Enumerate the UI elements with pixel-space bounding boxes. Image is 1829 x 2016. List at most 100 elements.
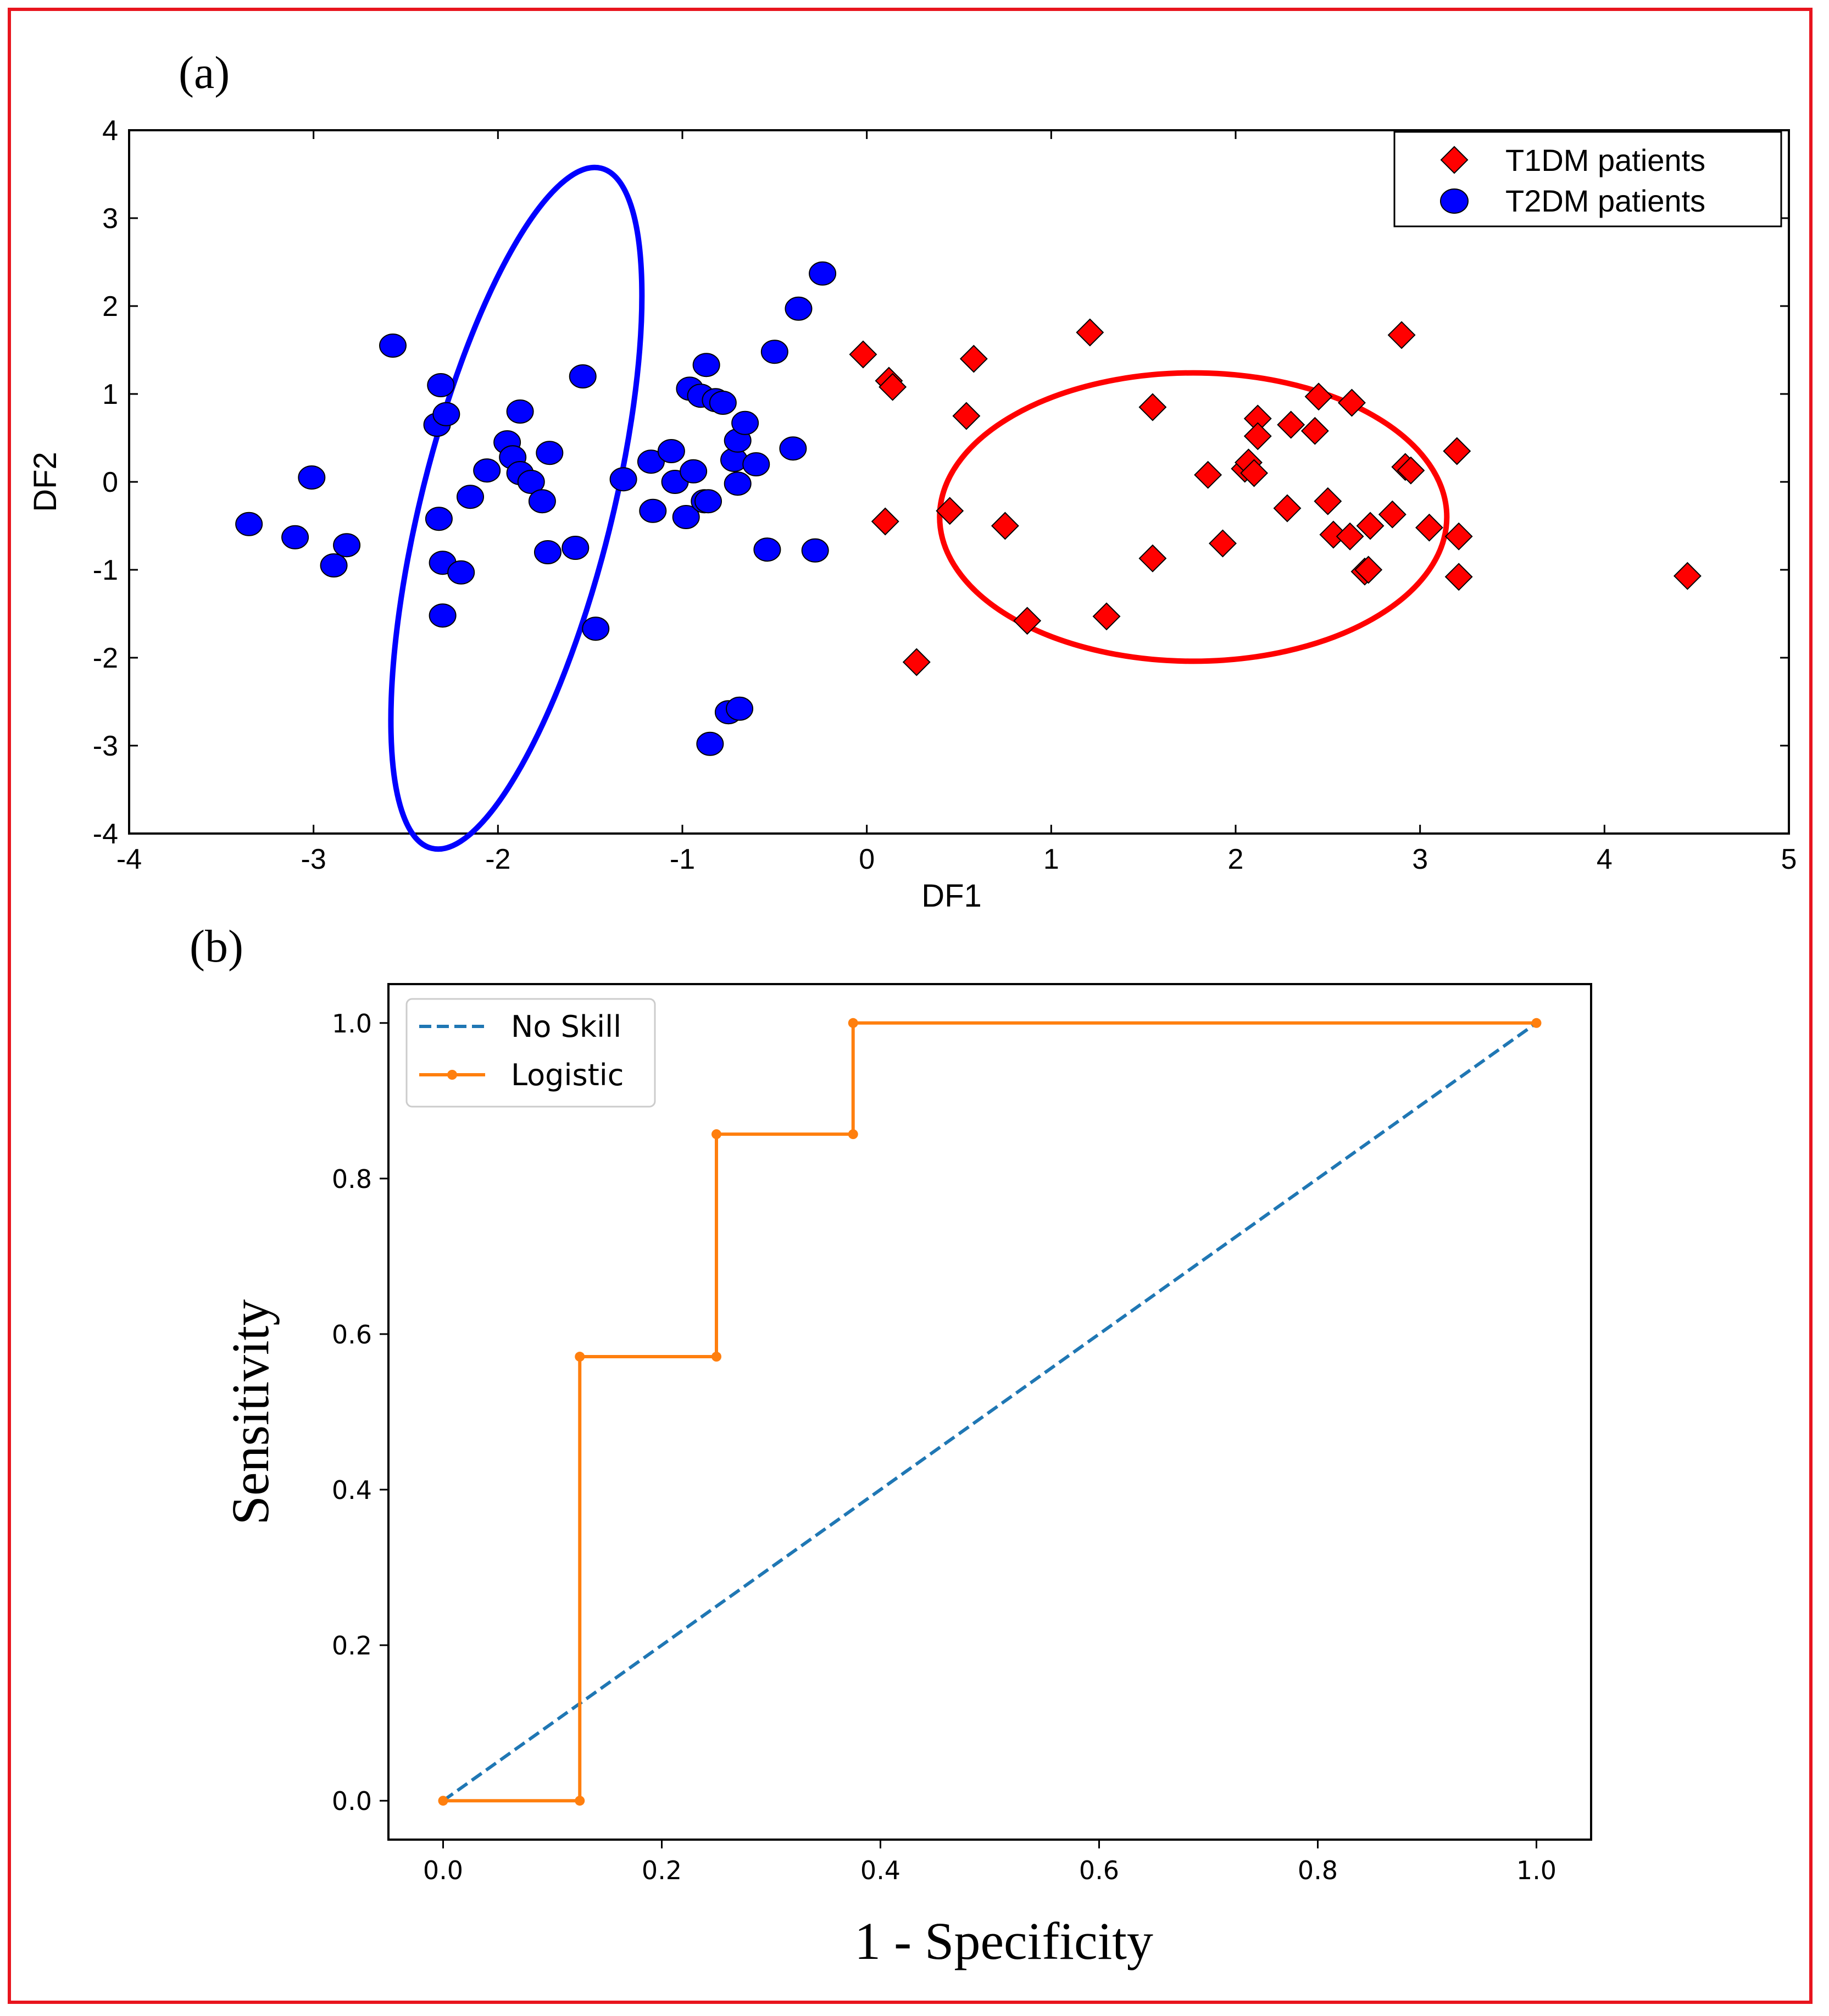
panel-b-label: (b) xyxy=(190,921,243,972)
t1dm-point xyxy=(902,648,931,676)
t1dm-point xyxy=(1243,422,1272,451)
t1dm-point xyxy=(1378,500,1407,529)
logistic-roc-point xyxy=(438,1796,448,1806)
t1dm-point xyxy=(1354,556,1383,584)
panel-a-legend: T1DM patients T2DM patients xyxy=(1393,131,1782,227)
t2dm-point xyxy=(809,261,837,286)
panel-a-label: (a) xyxy=(179,47,230,98)
t2dm-point xyxy=(536,441,564,465)
t2dm-point xyxy=(753,537,781,562)
logistic-roc-point xyxy=(711,1352,721,1362)
panel-b-plot-area xyxy=(387,983,1592,1841)
t1dm-point xyxy=(849,340,877,369)
t2dm-point xyxy=(473,458,501,483)
t1dm-point xyxy=(1356,512,1385,540)
t2dm-point xyxy=(709,391,737,415)
t2dm-point xyxy=(801,538,829,563)
logistic-roc-point xyxy=(848,1018,858,1028)
t2dm-point xyxy=(506,399,534,424)
legend-no-skill-label: No Skill xyxy=(511,1009,621,1044)
t1dm-point xyxy=(936,497,964,525)
panel-a-x-axis-label: DF1 xyxy=(921,878,982,914)
t1dm-point xyxy=(1243,404,1272,433)
panel-b-axis-ticks: 0.0 0.2 0.4 0.6 0.8 1.0 0.0 0.2 0.4 0.6 0.8 1.0 xyxy=(332,1009,1556,1885)
t2dm-point xyxy=(680,459,708,484)
t2dm-point xyxy=(379,334,407,358)
t1dm-point xyxy=(1397,456,1425,485)
a-x-tick-label: 5 xyxy=(1781,843,1797,875)
t1dm-point xyxy=(1209,529,1237,558)
b-x-tick-label: 0.6 xyxy=(1079,1856,1119,1885)
t2dm-point xyxy=(696,731,724,756)
t1dm-point xyxy=(1194,460,1222,489)
panel-a-y-axis-label: DF2 xyxy=(27,452,63,512)
a-x-tick-label: 4 xyxy=(1597,843,1613,875)
legend-t1dm-marker xyxy=(1440,146,1469,174)
logistic-roc-line xyxy=(443,1021,1537,1803)
b-y-tick-label: 0.4 xyxy=(332,1475,372,1505)
t1dm-point xyxy=(1319,520,1348,549)
b-x-tick-label: 1.0 xyxy=(1516,1856,1556,1885)
t1dm-point xyxy=(1443,437,1471,465)
b-x-tick-label: 0.8 xyxy=(1298,1856,1338,1885)
t2dm-point xyxy=(333,533,361,558)
t1dm-point xyxy=(1304,382,1333,411)
logistic-roc-point xyxy=(1531,1018,1542,1028)
t2dm-point xyxy=(533,540,562,564)
logistic-roc-point xyxy=(575,1796,585,1806)
a-x-tick-label: -2 xyxy=(485,843,510,875)
t1dm-point xyxy=(1415,513,1443,542)
a-y-tick-label: 3 xyxy=(102,203,118,235)
t2dm-point xyxy=(694,489,722,514)
t1dm-point xyxy=(1444,563,1473,591)
b-y-tick-label: 0.2 xyxy=(332,1631,372,1660)
t1dm-point xyxy=(1138,393,1167,421)
legend-logistic-marker xyxy=(447,1070,457,1080)
a-x-tick-label: -4 xyxy=(116,843,142,875)
t2dm-point xyxy=(742,452,770,476)
t2dm-point xyxy=(320,553,348,577)
panel-b-legend: No Skill Logistic xyxy=(405,998,656,1108)
a-x-tick-label: -3 xyxy=(301,843,326,875)
t2dm-point xyxy=(528,489,556,514)
b-y-tick-label: 0.8 xyxy=(332,1164,372,1194)
a-y-tick-label: -4 xyxy=(93,818,118,850)
t1dm-point xyxy=(1314,487,1342,515)
t2dm-point xyxy=(779,436,807,461)
t1dm-point xyxy=(1240,459,1269,487)
t1dm-point xyxy=(991,512,1019,540)
logistic-roc-point xyxy=(575,1352,585,1362)
t2dm-point xyxy=(582,617,610,641)
t2dm-point xyxy=(456,485,484,509)
a-y-tick-label: 0 xyxy=(102,466,118,498)
t2dm-confidence-ellipse xyxy=(388,164,645,852)
b-y-tick-label: 0.0 xyxy=(332,1786,372,1816)
t1dm-point xyxy=(1277,410,1305,439)
t1dm-point xyxy=(1092,602,1121,631)
figure-frame xyxy=(8,8,1813,2004)
t2dm-point xyxy=(609,467,637,492)
panel-a-axis-ticks: -4 -3 -2 -1 0 1 2 3 4 5 -4 -3 -2 -1 0 1 2 3 4 xyxy=(93,115,1797,875)
no-skill-line xyxy=(442,1021,1538,1802)
logistic-roc-point xyxy=(848,1129,858,1140)
a-x-tick-label: 3 xyxy=(1412,843,1428,875)
a-x-tick-label: 1 xyxy=(1043,843,1059,875)
b-x-tick-label: 0.2 xyxy=(642,1856,682,1885)
t1dm-point xyxy=(1444,522,1473,551)
t2dm-point xyxy=(639,498,667,523)
legend-logistic-label: Logistic xyxy=(511,1058,624,1092)
legend-t2dm-label: T2DM patients xyxy=(1505,184,1705,218)
t1dm-confidence-ellipse xyxy=(937,370,1450,664)
panel-a-ellipses xyxy=(388,164,1450,852)
t1dm-point xyxy=(1336,522,1364,551)
panel-b: (b) 0.0 0.2 0.4 0.6 0.8 1.0 0.0 0.2 0.4 0.6 0.8 1.0… xyxy=(190,921,1592,1970)
a-y-tick-label: 2 xyxy=(102,291,118,323)
t1dm-point xyxy=(959,345,988,373)
t2dm-point xyxy=(517,470,545,494)
t2dm-point xyxy=(429,603,457,628)
a-y-tick-label: 4 xyxy=(102,115,118,147)
t1dm-point xyxy=(1076,318,1104,347)
t2dm-point xyxy=(425,507,453,531)
